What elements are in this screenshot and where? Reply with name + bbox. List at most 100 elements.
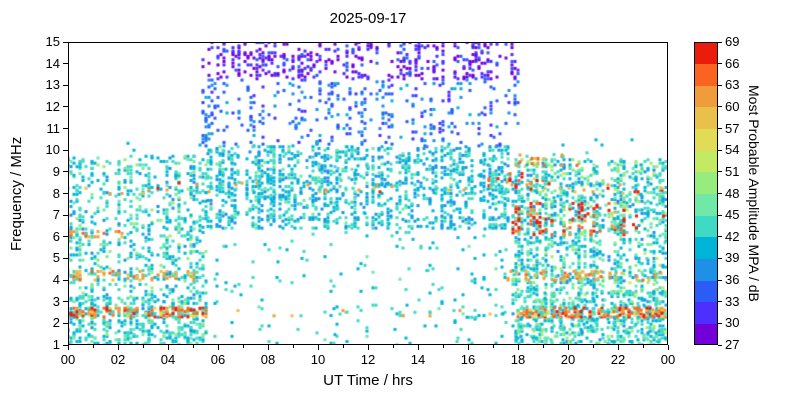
- chart-title: 2025-09-17: [329, 10, 407, 27]
- colorbar-tick-label: 66: [725, 55, 740, 71]
- y-tick-mark: [63, 106, 68, 108]
- y-tick-label: 3: [52, 293, 60, 309]
- colorbar-tick-mark: [718, 236, 722, 238]
- colorbar-tick-label: 69: [725, 34, 740, 49]
- x-axis-label: UT Time / hrs: [323, 372, 413, 389]
- colorbar-segment: [694, 258, 718, 281]
- y-tick-label: 14: [45, 55, 60, 71]
- y-tick-mark: [63, 63, 68, 65]
- colorbar-tick-label: 60: [725, 98, 740, 114]
- x-tick-mark: [567, 345, 569, 350]
- colorbar-tick-mark: [718, 214, 722, 216]
- colorbar-tick-mark: [718, 149, 722, 151]
- x-tick-mark: [417, 345, 419, 350]
- colorbar-segment: [694, 171, 718, 194]
- colorbar-segment: [694, 63, 718, 86]
- x-tick-label: 02: [110, 352, 126, 367]
- colorbar-tick-label: 33: [725, 293, 740, 309]
- x-tick-mark: [117, 345, 119, 350]
- colorbar-tick-mark: [718, 193, 722, 194]
- x-tick-mark: [467, 345, 469, 350]
- y-tick-label: 10: [45, 142, 60, 158]
- x-tick-mark: [67, 345, 69, 350]
- x-tick-mark: [317, 345, 319, 350]
- x-minor-tick-mark: [292, 345, 294, 348]
- y-tick-mark: [63, 214, 68, 216]
- y-tick-mark: [63, 193, 68, 194]
- colorbar-segment: [694, 42, 718, 65]
- x-tick-label: 20: [560, 352, 576, 367]
- x-tick-mark: [217, 345, 219, 350]
- y-tick-label: 4: [52, 272, 60, 288]
- x-minor-tick-mark: [342, 345, 344, 348]
- colorbar-segment: [694, 85, 718, 108]
- y-tick-label: 12: [45, 98, 60, 114]
- x-tick-label: 10: [310, 352, 326, 367]
- colorbar-tick-mark: [718, 128, 722, 130]
- colorbar-tick-label: 54: [725, 142, 740, 158]
- colorbar-tick-mark: [718, 322, 722, 324]
- x-minor-tick-mark: [442, 345, 444, 348]
- y-tick-mark: [63, 279, 68, 281]
- y-tick-label: 9: [52, 163, 60, 179]
- y-tick-mark: [63, 84, 68, 86]
- colorbar-tick-mark: [718, 301, 722, 303]
- colorbar-tick-label: 51: [725, 163, 740, 179]
- y-axis-label: Frequency / MHz: [8, 136, 25, 251]
- y-tick-mark: [63, 301, 68, 303]
- x-tick-label: 06: [210, 352, 226, 367]
- colorbar-tick-mark: [718, 63, 722, 65]
- colorbar-frame: [694, 42, 718, 345]
- x-minor-tick-mark: [642, 345, 644, 348]
- y-tick-mark: [63, 128, 68, 130]
- colorbar-segment: [694, 323, 718, 346]
- y-tick-label: 6: [52, 228, 60, 244]
- x-minor-tick-mark: [92, 345, 94, 348]
- x-tick-mark: [667, 345, 669, 350]
- x-tick-label: 14: [410, 352, 426, 367]
- colorbar-tick-mark: [718, 279, 722, 281]
- colorbar-tick-label: 30: [725, 315, 740, 331]
- colorbar-tick-label: 27: [725, 337, 740, 352]
- x-tick-label: 04: [160, 352, 176, 367]
- y-tick-label: 15: [45, 34, 60, 49]
- x-tick-label: 18: [510, 352, 526, 367]
- x-tick-mark: [167, 345, 169, 350]
- x-tick-label: 12: [360, 352, 376, 367]
- colorbar-segment: [694, 128, 718, 151]
- y-tick-mark: [63, 236, 68, 238]
- colorbar-segment: [694, 280, 718, 303]
- colorbar-tick-mark: [718, 171, 722, 173]
- x-tick-label: 22: [610, 352, 626, 367]
- colorbar-tick-label: 36: [725, 272, 740, 288]
- y-tick-mark: [63, 257, 68, 259]
- colorbar-tick-label: 39: [725, 250, 740, 266]
- colorbar-segment: [694, 150, 718, 173]
- x-tick-label: 00: [60, 352, 76, 367]
- x-tick-mark: [267, 345, 269, 350]
- plot-frame: [68, 42, 668, 345]
- x-tick-label: 16: [460, 352, 476, 367]
- colorbar-tick-label: 57: [725, 120, 740, 136]
- x-minor-tick-mark: [592, 345, 594, 348]
- colorbar-label: Most Probable Amplitude MPA / dB: [746, 85, 762, 302]
- x-minor-tick-mark: [492, 345, 494, 348]
- colorbar-segment: [694, 236, 718, 259]
- x-minor-tick-mark: [542, 345, 544, 348]
- y-tick-label: 7: [52, 207, 60, 223]
- x-tick-label: 00: [660, 352, 676, 367]
- colorbar-tick-label: 48: [725, 185, 740, 201]
- y-tick-label: 13: [45, 77, 60, 93]
- x-minor-tick-mark: [242, 345, 244, 348]
- y-tick-label: 1: [52, 337, 60, 352]
- y-tick-label: 2: [52, 315, 60, 331]
- y-tick-label: 5: [52, 250, 60, 266]
- colorbar-tick-mark: [718, 41, 722, 43]
- colorbar-tick-label: 63: [725, 77, 740, 93]
- colorbar-segment: [694, 215, 718, 238]
- x-minor-tick-mark: [392, 345, 394, 348]
- colorbar-tick-label: 45: [725, 207, 740, 223]
- y-tick-mark: [63, 322, 68, 324]
- colorbar-segment: [694, 301, 718, 324]
